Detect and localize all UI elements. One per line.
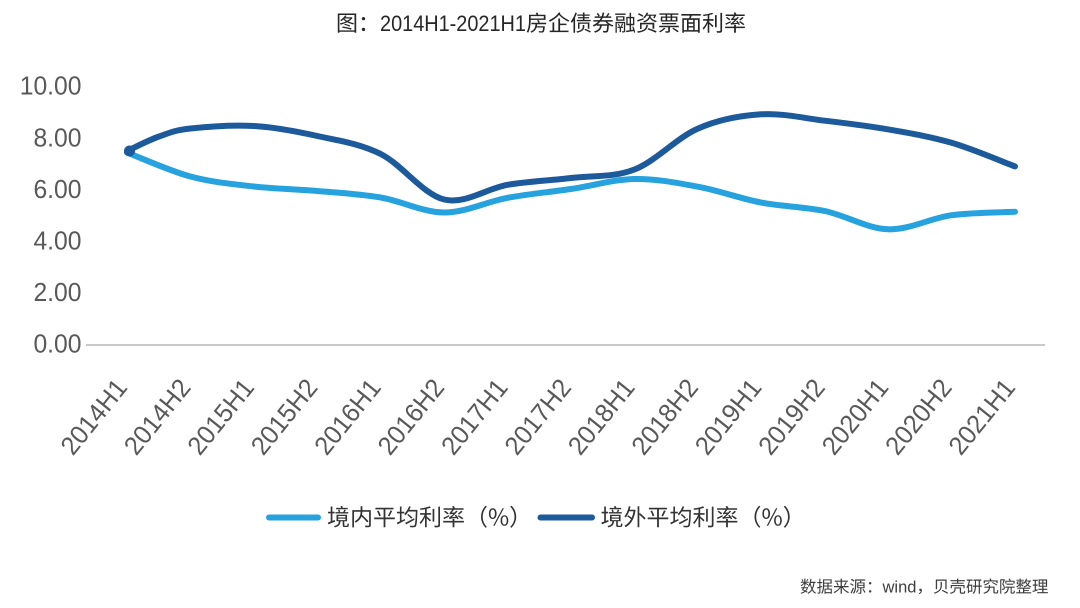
svg-text:4.00: 4.00 [33,227,81,256]
svg-text:8.00: 8.00 [33,124,81,153]
svg-text:2.00: 2.00 [33,278,81,307]
svg-text:6.00: 6.00 [33,175,81,204]
svg-text:0.00: 0.00 [33,330,81,359]
svg-text:wind: wind [882,579,917,597]
svg-text:2014H1-2021H1: 2014H1-2021H1 [380,11,526,36]
svg-text:10.00: 10.00 [20,72,82,101]
